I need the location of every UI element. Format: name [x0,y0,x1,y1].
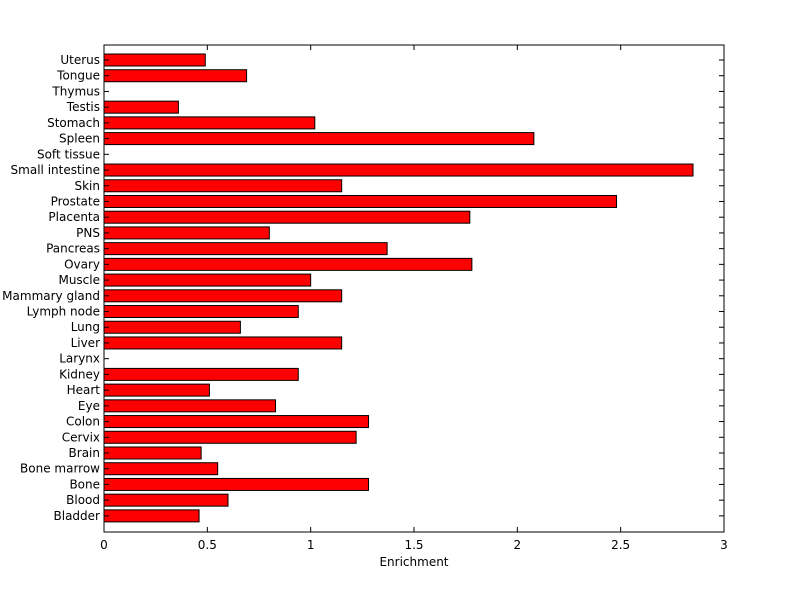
x-tick-label: 2.5 [611,538,630,552]
x-tick-label: 1 [307,538,315,552]
y-tick-label: Placenta [48,210,100,224]
x-axis-label: Enrichment [379,555,448,569]
y-tick-label: Eye [78,399,100,413]
bar-stomach [103,116,316,130]
y-tick-label: Brain [69,446,100,460]
y-tick-label: Colon [66,415,100,429]
y-tick-label: Spleen [59,132,100,146]
bar-bone [103,477,370,491]
y-tick-label: Blood [66,493,100,507]
bar-muscle [103,273,312,287]
y-tick-label: Thymus [51,84,100,98]
y-tick-label: PNS [76,226,100,240]
x-tick-label: 0 [100,538,108,552]
bar-eye [103,399,277,413]
y-tick-label: Lung [71,320,100,334]
bar-lung [103,320,241,334]
y-tick-label: Testis [66,100,100,114]
bar-small-intestine [103,163,694,177]
bar-liver [103,336,343,350]
y-tick-label: Prostate [51,194,100,208]
bar-bone-marrow [103,462,219,476]
x-tick-label: 3 [720,538,728,552]
bar-brain [103,446,202,460]
bar-kidney [103,367,299,381]
y-tick-label: Liver [71,336,101,350]
y-tick-label: Heart [67,383,101,397]
y-tick-label: Kidney [59,367,100,381]
y-tick-label: Uterus [60,53,100,67]
bar-heart [103,383,210,397]
bar-placenta [103,210,471,224]
bar-bladder [103,509,200,523]
x-axis-ticks: 0 0.5 1 1.5 2 2.5 3 [100,45,728,552]
y-tick-label: Small intestine [11,163,100,177]
bar-testis [103,100,179,114]
y-tick-label: Larynx [59,352,100,366]
y-tick-label: Pancreas [46,242,100,256]
bar-tongue [103,69,248,83]
y-tick-label: Soft tissue [37,147,100,161]
y-tick-label: Tongue [56,69,100,83]
y-tick-label: Skin [74,179,100,193]
y-tick-label: Bone marrow [20,462,100,476]
bar-ovary [103,257,473,271]
bar-colon [103,415,370,429]
y-tick-label: Muscle [58,273,100,287]
y-tick-label: Stomach [47,116,100,130]
bar-group [103,53,694,523]
bar-blood [103,493,229,507]
x-tick-label: 0.5 [198,538,217,552]
x-tick-label: 2 [514,538,522,552]
y-tick-label: Cervix [62,430,100,444]
bar-uterus [103,53,206,67]
y-tick-label: Bladder [54,509,101,523]
y-tick-label: Bone [69,477,100,491]
bar-spleen [103,132,535,146]
bar-mammary-gland [103,289,343,303]
y-tick-label: Lymph node [27,305,100,319]
x-tick-label: 1.5 [404,538,423,552]
bar-prostate [103,194,618,208]
bar-pns [103,226,270,240]
y-tick-label: Ovary [64,257,100,271]
bar-cervix [103,430,357,444]
bar-pancreas [103,242,388,256]
bar-skin [103,179,343,193]
bar-lymph-node [103,305,299,319]
y-tick-label: Mammary gland [2,289,100,303]
